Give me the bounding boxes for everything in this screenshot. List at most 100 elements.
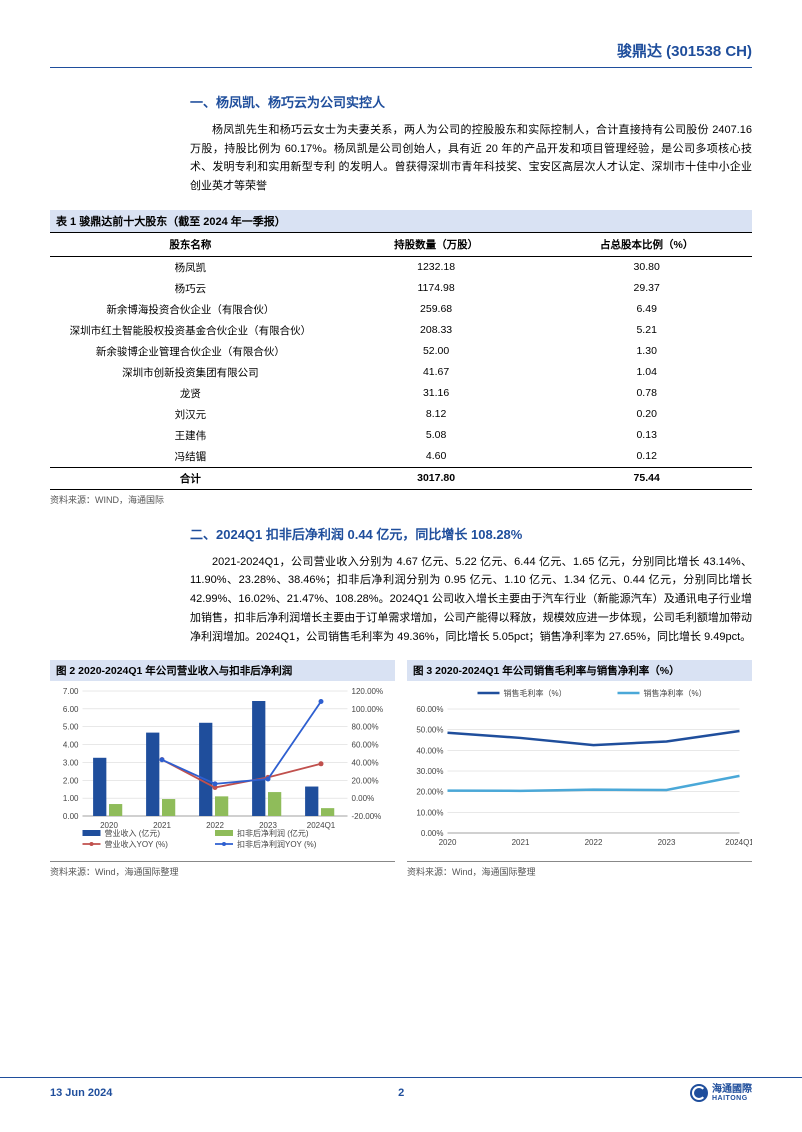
table-header-row: 股东名称 持股数量（万股） 占总股本比例（%）: [50, 232, 752, 256]
svg-text:6.00: 6.00: [63, 705, 79, 714]
table-cell: 0.13: [541, 425, 752, 446]
table-row: 龙贤31.160.78: [50, 383, 752, 404]
svg-text:2.00: 2.00: [63, 776, 79, 785]
table-row: 杨凤凯1232.1830.80: [50, 256, 752, 278]
section1-title: 一、杨凤凯、杨巧云为公司实控人: [190, 92, 752, 111]
brand-en: HAITONG: [712, 1095, 752, 1102]
chart2-block: 图 2 2020-2024Q1 年公司营业收入与扣非后净利润 0.00 1.00 2…: [50, 660, 395, 878]
svg-text:60.00%: 60.00%: [416, 705, 443, 714]
ticker-header: 骏鼎达 (301538 CH): [50, 40, 752, 61]
svg-text:2022: 2022: [585, 838, 603, 847]
table-cell: 41.67: [331, 362, 542, 383]
chart2-caption: 图 2 2020-2024Q1 年公司营业收入与扣非后净利润: [50, 660, 395, 681]
table-row: 新余博海投资合伙企业（有限合伙）259.686.49: [50, 299, 752, 320]
table-cell: 5.21: [541, 320, 752, 341]
chart2-svg: 0.00 1.00 2.00 3.00 4.00 5.00 6.00 7.00 -20.00% 0…: [50, 681, 395, 861]
table-cell: 冯结镅: [50, 446, 331, 468]
table-cell: 新余骏博企业管理合伙企业（有限合伙）: [50, 341, 331, 362]
table-cell: 29.37: [541, 278, 752, 299]
svg-text:50.00%: 50.00%: [416, 726, 443, 735]
table-cell: 31.16: [331, 383, 542, 404]
table-total-row: 合计3017.8075.44: [50, 467, 752, 489]
brand-cn: 海通國際: [712, 1085, 752, 1095]
svg-text:3.00: 3.00: [63, 759, 79, 768]
table-cell: 208.33: [331, 320, 542, 341]
svg-text:7.00: 7.00: [63, 687, 79, 696]
svg-text:营业收入YOY (%): 营业收入YOY (%): [105, 839, 169, 849]
svg-text:100.00%: 100.00%: [352, 705, 384, 714]
table-cell: 0.78: [541, 383, 752, 404]
svg-text:0.00: 0.00: [63, 812, 79, 821]
svg-text:0.00%: 0.00%: [352, 794, 375, 803]
table-cell: 5.08: [331, 425, 542, 446]
table-cell: 3017.80: [331, 467, 542, 489]
svg-text:销售毛利率（%）: 销售毛利率（%）: [504, 688, 567, 698]
svg-text:-20.00%: -20.00%: [352, 812, 382, 821]
table-cell: 新余博海投资合伙企业（有限合伙）: [50, 299, 331, 320]
chart3-caption: 图 3 2020-2024Q1 年公司销售毛利率与销售净利率（%）: [407, 660, 752, 681]
svg-text:2024Q1: 2024Q1: [307, 821, 336, 830]
svg-text:10.00%: 10.00%: [416, 809, 443, 818]
table1-caption: 表 1 骏鼎达前十大股东（截至 2024 年一季报）: [50, 210, 752, 232]
table-row: 冯结镅4.600.12: [50, 446, 752, 468]
chart2-source: 资料来源：Wind，海通国际整理: [50, 861, 395, 878]
table-cell: 合计: [50, 467, 331, 489]
svg-text:40.00%: 40.00%: [352, 759, 379, 768]
svg-text:2023: 2023: [658, 838, 676, 847]
table-cell: 8.12: [331, 404, 542, 425]
table-cell: 1174.98: [331, 278, 542, 299]
table-cell: 259.68: [331, 299, 542, 320]
svg-text:60.00%: 60.00%: [352, 741, 379, 750]
table-cell: 75.44: [541, 467, 752, 489]
haitong-logo-icon: [690, 1084, 708, 1102]
svg-text:2020: 2020: [439, 838, 457, 847]
table-cell: 0.12: [541, 446, 752, 468]
chart3-source: 资料来源：Wind，海通国际整理: [407, 861, 752, 878]
svg-text:30.00%: 30.00%: [416, 767, 443, 776]
footer-page-number: 2: [398, 1087, 404, 1099]
svg-text:80.00%: 80.00%: [352, 723, 379, 732]
table-row: 深圳市创新投资集团有限公司41.671.04: [50, 362, 752, 383]
svg-text:扣非后净利润YOY (%): 扣非后净利润YOY (%): [237, 839, 317, 849]
table-cell: 杨凤凯: [50, 256, 331, 278]
th-shares: 持股数量（万股）: [331, 232, 542, 256]
shareholders-table: 股东名称 持股数量（万股） 占总股本比例（%） 杨凤凯1232.1830.80杨…: [50, 232, 752, 490]
svg-text:40.00%: 40.00%: [416, 747, 443, 756]
svg-text:扣非后净利润 (亿元): 扣非后净利润 (亿元): [237, 828, 309, 838]
header-divider: [50, 67, 752, 68]
svg-text:5.00: 5.00: [63, 723, 79, 732]
section2-title: 二、2024Q1 扣非后净利润 0.44 亿元，同比增长 108.28%: [190, 524, 752, 543]
page-footer: 13 Jun 2024 2 海通國際 HAITONG: [0, 1077, 802, 1102]
th-name: 股东名称: [50, 232, 331, 256]
footer-date: 13 Jun 2024: [50, 1087, 112, 1099]
table-cell: 刘汉元: [50, 404, 331, 425]
table-cell: 1.04: [541, 362, 752, 383]
svg-text:20.00%: 20.00%: [416, 788, 443, 797]
table-row: 王建伟5.080.13: [50, 425, 752, 446]
table-cell: 4.60: [331, 446, 542, 468]
table-row: 新余骏博企业管理合伙企业（有限合伙）52.001.30: [50, 341, 752, 362]
svg-text:120.00%: 120.00%: [352, 687, 384, 696]
chart3-svg: 0.00% 10.00% 20.00% 30.00% 40.00% 50.00% 60.00…: [407, 681, 752, 861]
section2-body: 2021-2024Q1，公司营业收入分别为 4.67 亿元、5.22 亿元、6.…: [190, 553, 752, 646]
th-pct: 占总股本比例（%）: [541, 232, 752, 256]
table-cell: 深圳市创新投资集团有限公司: [50, 362, 331, 383]
svg-text:2022: 2022: [206, 821, 224, 830]
table-cell: 30.80: [541, 256, 752, 278]
table-cell: 龙贤: [50, 383, 331, 404]
table-row: 刘汉元8.120.20: [50, 404, 752, 425]
table1-source: 资料来源：WIND，海通国际: [50, 493, 752, 506]
table-cell: 深圳市红土智能股权投资基金合伙企业（有限合伙）: [50, 320, 331, 341]
svg-text:营业收入 (亿元): 营业收入 (亿元): [105, 828, 161, 838]
svg-text:4.00: 4.00: [63, 741, 79, 750]
svg-text:销售净利率（%）: 销售净利率（%）: [644, 688, 707, 698]
svg-text:2024Q1: 2024Q1: [725, 838, 752, 847]
footer-brand: 海通國際 HAITONG: [690, 1084, 752, 1102]
table-cell: 52.00: [331, 341, 542, 362]
svg-text:0.00%: 0.00%: [421, 829, 444, 838]
svg-text:20.00%: 20.00%: [352, 776, 379, 785]
table-cell: 1232.18: [331, 256, 542, 278]
table-cell: 王建伟: [50, 425, 331, 446]
svg-text:1.00: 1.00: [63, 794, 79, 803]
table-cell: 1.30: [541, 341, 752, 362]
